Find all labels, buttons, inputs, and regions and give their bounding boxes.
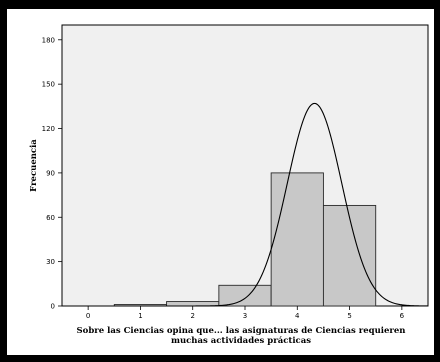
- bars-group: [113, 172, 377, 307]
- x-axis-title-line-1: Sobre las Ciencias opina que... las asig…: [77, 326, 406, 336]
- y-tick-label-30: 30: [46, 258, 55, 266]
- x-tick-label-6: 6: [400, 312, 405, 320]
- x-tick-label-4: 4: [295, 312, 300, 320]
- y-axis-title: Frecuencia: [29, 139, 39, 192]
- x-tick-label-5: 5: [347, 312, 351, 320]
- histogram-bar-4: [270, 172, 324, 307]
- y-axis: 0 30 60 90 120 150 180: [42, 36, 62, 311]
- y-tick-label-120: 120: [42, 125, 55, 133]
- histogram-bar-3: [218, 284, 272, 307]
- y-tick-label-90: 90: [46, 169, 55, 177]
- y-tick-label-0: 0: [51, 303, 55, 311]
- y-tick-label-60: 60: [46, 214, 55, 222]
- histogram-chart: 0 30 60 90 120 150 180 0 1 2 3 4 5 6 Frecuencia Sobr…: [29, 24, 429, 346]
- histogram-bar-5: [322, 204, 377, 307]
- x-axis-title-line-2: muchas actividades prácticas: [171, 335, 311, 346]
- x-tick-label-0: 0: [86, 312, 90, 320]
- x-tick-label-2: 2: [190, 312, 194, 320]
- y-tick-label-150: 150: [42, 81, 55, 89]
- chart-panel: 0 30 60 90 120 150 180 0 1 2 3 4 5 6 Frecuencia Sobr…: [7, 9, 434, 355]
- x-tick-label-1: 1: [138, 312, 142, 320]
- normal-curve: [62, 102, 429, 307]
- y-tick-label-180: 180: [42, 36, 55, 44]
- x-axis: 0 1 2 3 4 5 6: [86, 306, 405, 320]
- x-tick-label-3: 3: [243, 312, 247, 320]
